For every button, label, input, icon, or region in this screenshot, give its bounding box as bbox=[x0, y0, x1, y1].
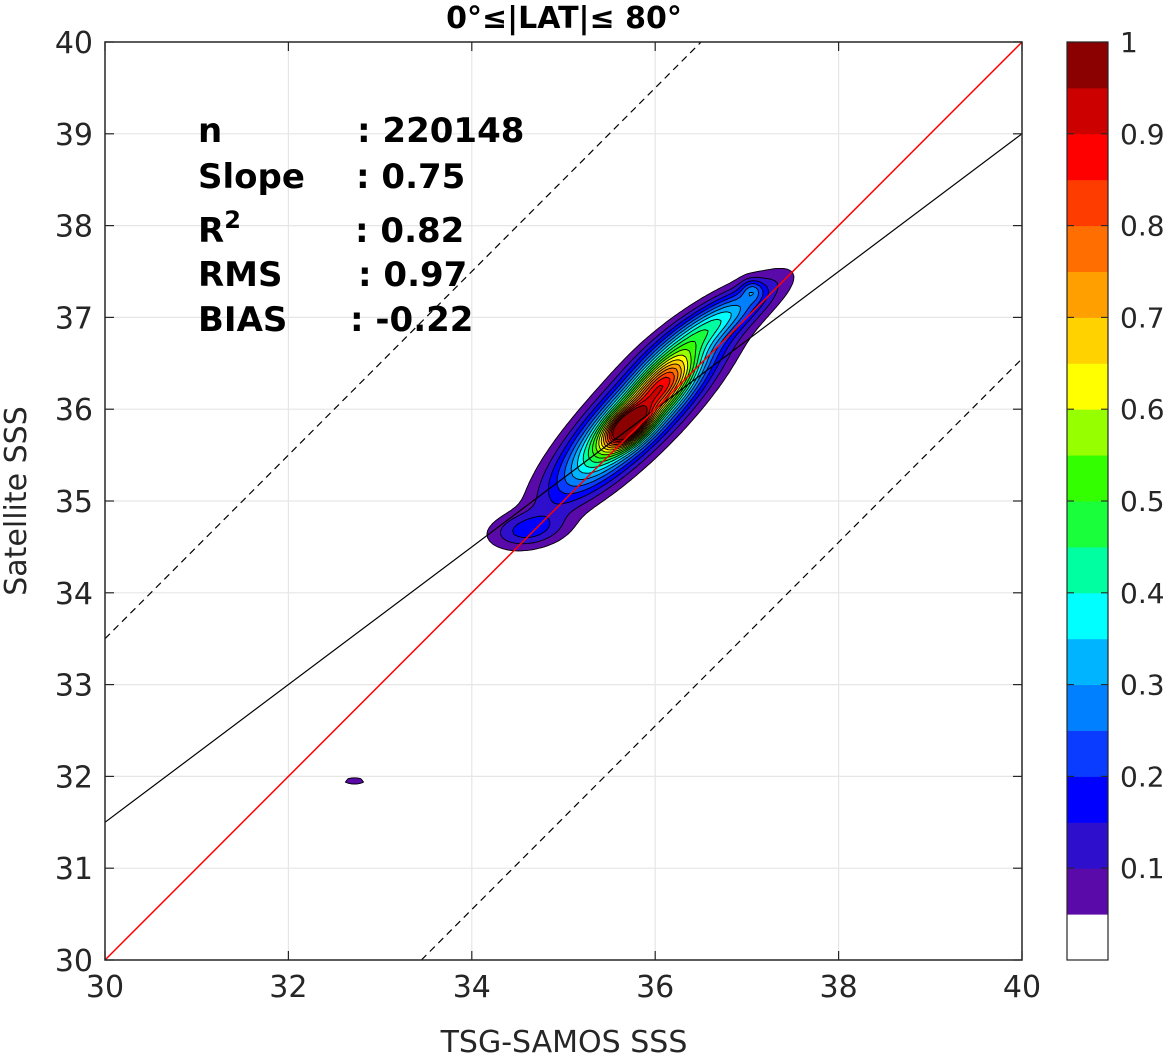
density-contours bbox=[344, 267, 795, 785]
y-tick-label: 37 bbox=[55, 301, 93, 336]
x-tick-label: 32 bbox=[269, 970, 307, 1005]
colorbar-segment bbox=[1067, 546, 1108, 594]
colorbar-tick-label: 0.7 bbox=[1120, 301, 1165, 334]
y-tick-label: 38 bbox=[55, 210, 93, 245]
colorbar-segment bbox=[1067, 271, 1108, 318]
contour-line-level-15 bbox=[605, 367, 679, 447]
stat-key-slope: Slope bbox=[198, 157, 305, 197]
y-tick-label: 36 bbox=[55, 393, 93, 428]
y-tick-label: 30 bbox=[55, 944, 93, 979]
y-tick-label: 40 bbox=[55, 26, 93, 61]
stat-key-bias: BIAS bbox=[198, 300, 287, 340]
stat-key-r: R2 bbox=[198, 206, 241, 251]
y-tick-label: 34 bbox=[55, 577, 93, 612]
stat-value-bias: : -0.22 bbox=[350, 300, 473, 340]
contour-line-level-14 bbox=[603, 363, 682, 449]
contour-line-level-12 bbox=[598, 354, 689, 453]
contour-line-level-2 bbox=[500, 276, 779, 545]
stat-value-r: : 0.82 bbox=[355, 211, 464, 251]
axis-ticks: 30 32 34 36 38 40 30 31 32 33 34 35 36 37 38 39 40 bbox=[55, 26, 1041, 1005]
colorbar-tick-label: 0.9 bbox=[1120, 118, 1165, 151]
contour-line-level-13 bbox=[600, 359, 685, 451]
stat-value-rms: : 0.97 bbox=[358, 255, 467, 295]
colorbar-segment bbox=[1067, 868, 1108, 915]
x-axis-label: TSG-SAMOS SSS bbox=[440, 1025, 688, 1055]
contour-line-level-5 bbox=[564, 286, 760, 487]
contour-line-level-7 bbox=[577, 311, 732, 474]
colorbar-tick-label: 0.6 bbox=[1120, 393, 1165, 426]
stat-value-n: : 220148 bbox=[357, 111, 524, 151]
colorbar-tick-label: 0.3 bbox=[1120, 669, 1165, 702]
x-tick-label: 30 bbox=[86, 970, 124, 1005]
reference-lines bbox=[104, 41, 1023, 961]
colorbar-segment bbox=[1067, 87, 1108, 135]
colorbar-tick-label: 0.1 bbox=[1120, 852, 1165, 885]
offset-dashed-line-1 bbox=[104, 41, 702, 640]
contour-line-level-10 bbox=[592, 340, 697, 459]
chart-title: 0°≤|LAT|≤ 80° bbox=[446, 1, 682, 36]
colorbar-tick-label: 0.8 bbox=[1120, 210, 1165, 243]
colorbar-segment bbox=[1067, 409, 1108, 456]
grid-lines bbox=[105, 42, 1022, 960]
stats-box: n : 220148 Slope : 0.75 R2 : 0.82 RMS : 0.97 BIA… bbox=[198, 111, 524, 340]
y-tick-label: 31 bbox=[55, 852, 93, 887]
contour-line-level-6 bbox=[570, 291, 754, 480]
colorbar-tick-label: 1 bbox=[1120, 26, 1138, 59]
colorbar-segment bbox=[1067, 133, 1108, 181]
colorbar-segment bbox=[1067, 225, 1108, 272]
x-tick-label: 34 bbox=[453, 970, 491, 1005]
colorbar-tick-label: 0.5 bbox=[1120, 485, 1165, 518]
colorbar-segment bbox=[1067, 501, 1108, 548]
colorbar: 0.1 0.2 0.3 0.4 0.5 0.6 0.7 0.8 0.9 1 bbox=[1066, 26, 1165, 961]
one-to-one-line bbox=[104, 41, 1023, 961]
colorbar-tick-label: 0.2 bbox=[1120, 760, 1165, 793]
contour-line-level-8 bbox=[582, 318, 722, 468]
offset-dashed-line-2 bbox=[420, 358, 1023, 961]
colorbar-segment bbox=[1067, 317, 1108, 364]
colorbar-segment bbox=[1067, 455, 1108, 502]
colorbar-segment bbox=[1067, 730, 1108, 777]
y-tick-label: 32 bbox=[55, 760, 93, 795]
x-tick-label: 40 bbox=[1003, 970, 1041, 1005]
colorbar-tick-label: 0.4 bbox=[1120, 577, 1165, 610]
colorbar-segment bbox=[1067, 638, 1108, 686]
colorbar-segment bbox=[1067, 776, 1108, 823]
colorbar-segment bbox=[1067, 179, 1108, 227]
y-tick-label: 35 bbox=[55, 485, 93, 520]
colorbar-segment bbox=[1067, 363, 1108, 410]
y-axis-label: Satellite SSS bbox=[0, 406, 34, 596]
y-tick-label: 33 bbox=[55, 669, 93, 704]
colorbar-segment bbox=[1067, 684, 1108, 731]
contour-line-level-16 bbox=[606, 371, 675, 445]
regression-line bbox=[104, 133, 1023, 823]
colorbar-segment bbox=[1067, 592, 1108, 640]
colorbar-segment bbox=[1067, 822, 1108, 869]
y-tick-label: 39 bbox=[55, 118, 93, 153]
stat-value-slope: : 0.75 bbox=[356, 157, 465, 197]
colorbar-segment bbox=[1067, 914, 1108, 961]
contour-line-level-1 bbox=[344, 267, 795, 785]
contour-line-level-9 bbox=[587, 329, 709, 463]
x-tick-label: 36 bbox=[636, 970, 674, 1005]
colorbar-segment bbox=[1067, 42, 1108, 89]
x-tick-label: 38 bbox=[820, 970, 858, 1005]
stat-key-rms: RMS bbox=[198, 255, 283, 295]
stat-key-n: n bbox=[198, 111, 222, 151]
